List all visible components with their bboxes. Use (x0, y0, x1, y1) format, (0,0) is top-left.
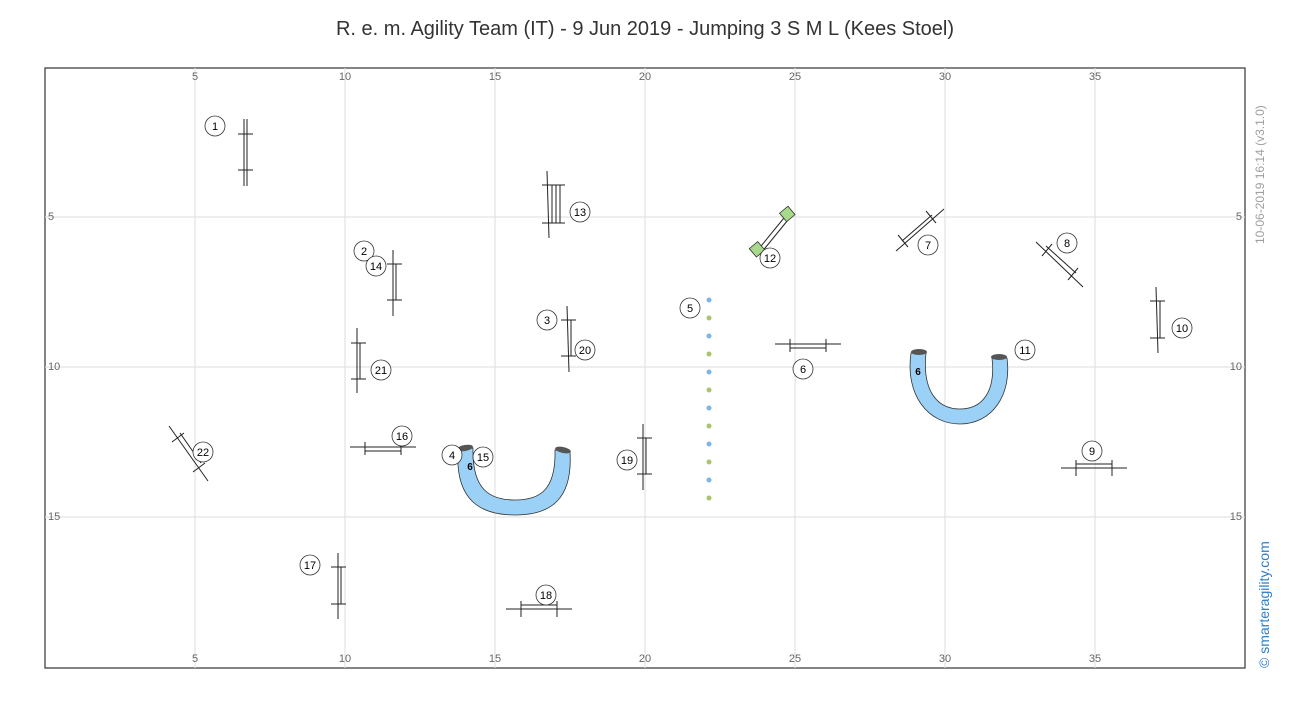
tick-x-top-10: 10 (339, 71, 351, 83)
obstacle-number-18: 18 (535, 584, 557, 606)
jump-17 (331, 553, 346, 619)
jump-2 (387, 250, 402, 316)
obstacle-number-11: 11 (1014, 339, 1036, 361)
tick-x-bottom-30: 30 (939, 653, 951, 665)
jump-9 (1061, 460, 1127, 476)
svg-text:16: 16 (396, 431, 408, 443)
svg-text:6: 6 (800, 364, 806, 376)
svg-text:8: 8 (1064, 238, 1070, 250)
svg-text:10: 10 (1176, 323, 1188, 335)
obstacle-number-9: 9 (1081, 440, 1103, 462)
obstacle-number-19: 19 (616, 449, 638, 471)
obstacle-number-20: 20 (574, 339, 596, 361)
tick-x-bottom-5: 5 (192, 653, 198, 665)
obstacle-number-16: 16 (391, 425, 413, 447)
jump-8 (1035, 241, 1084, 288)
jump-6 (775, 339, 841, 352)
jump-18 (506, 601, 572, 617)
tick-x-top-15: 15 (489, 71, 501, 83)
jump-7 (895, 208, 945, 252)
obstacle-number-12: 12 (759, 247, 781, 269)
jump-3 (561, 305, 576, 373)
svg-text:5: 5 (687, 303, 693, 315)
svg-text:13: 13 (574, 207, 586, 219)
svg-text:14: 14 (370, 261, 382, 273)
svg-text:11: 11 (1019, 345, 1030, 357)
obstacle-number-1: 1 (204, 115, 226, 137)
tick-y-left-10: 10 (48, 361, 60, 373)
tick-x-top-35: 35 (1089, 71, 1101, 83)
svg-text:3: 3 (544, 315, 550, 327)
obstacle-number-14: 14 (365, 255, 387, 277)
svg-text:12: 12 (764, 253, 776, 265)
tick-x-bottom-10: 10 (339, 653, 351, 665)
svg-text:2: 2 (361, 246, 367, 258)
tick-x-bottom-15: 15 (489, 653, 501, 665)
obstacle-number-3: 3 (536, 309, 558, 331)
tick-x-bottom-20: 20 (639, 653, 651, 665)
obstacle-number-21: 21 (370, 359, 392, 381)
jump-10 (1150, 286, 1165, 354)
svg-text:9: 9 (1089, 446, 1095, 458)
obstacle-number-6: 6 (792, 358, 814, 380)
tick-y-right-5: 5 (1236, 211, 1242, 223)
svg-text:1: 1 (212, 121, 218, 133)
obstacle-number-13: 13 (569, 201, 591, 223)
tick-y-left-5: 5 (48, 211, 54, 223)
jump-13 (542, 170, 565, 239)
tunnel-11: 6 (909, 349, 1009, 425)
jump-19 (637, 424, 652, 490)
svg-text:19: 19 (621, 455, 633, 467)
tick-x-bottom-25: 25 (789, 653, 801, 665)
jump-1 (238, 119, 253, 186)
tick-y-right-15: 15 (1230, 511, 1242, 523)
obstacle-number-22: 22 (192, 441, 214, 463)
tunnel-length-label: 6 (915, 367, 921, 378)
svg-text:4: 4 (449, 450, 455, 462)
tick-y-left-15: 15 (48, 511, 60, 523)
obstacle-number-15: 15 (472, 446, 494, 468)
jump-22 (168, 425, 209, 482)
course-title: R. e. m. Agility Team (IT) - 9 Jun 2019 … (335, 18, 955, 40)
tunnel-length-label: 6 (467, 462, 473, 473)
obstacle-number-7: 7 (917, 234, 939, 256)
jump-21 (351, 328, 366, 393)
obstacle-number-17: 17 (299, 554, 321, 576)
obstacle-number-10: 10 (1171, 317, 1193, 339)
svg-text:20: 20 (579, 345, 591, 357)
tunnel-4: 6 (457, 444, 571, 516)
tick-x-top-5: 5 (192, 71, 198, 83)
tick-x-bottom-35: 35 (1089, 653, 1101, 665)
obstacle-number-8: 8 (1056, 232, 1078, 254)
weave-poles-5 (706, 297, 712, 501)
tick-x-top-20: 20 (639, 71, 651, 83)
svg-text:21: 21 (375, 365, 387, 377)
svg-text:18: 18 (540, 590, 552, 602)
svg-text:17: 17 (304, 560, 316, 572)
obstacle-number-2: 2 (353, 240, 375, 262)
svg-text:7: 7 (925, 240, 931, 252)
svg-text:22: 22 (197, 447, 209, 459)
tick-x-top-25: 25 (789, 71, 801, 83)
svg-text:15: 15 (477, 452, 489, 464)
tick-x-top-30: 30 (939, 71, 951, 83)
obstacle-number-5: 5 (679, 297, 701, 319)
obstacle-number-4: 4 (441, 444, 463, 466)
tick-y-right-10: 10 (1230, 361, 1242, 373)
grid-lines (45, 68, 1245, 668)
